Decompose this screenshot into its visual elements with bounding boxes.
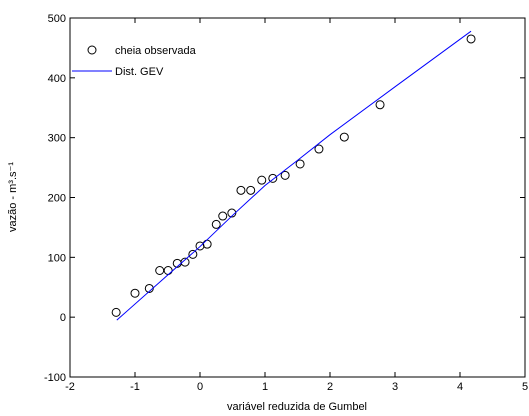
data-point xyxy=(257,175,267,185)
data-point xyxy=(246,185,256,195)
data-point xyxy=(163,265,173,275)
data-point xyxy=(314,144,324,154)
data-point xyxy=(218,211,228,221)
y-tick-label: 400 xyxy=(48,73,66,85)
y-tick-label: 100 xyxy=(48,252,66,264)
y-axis-label: vazão - m³.s⁻¹ xyxy=(7,162,19,232)
data-point xyxy=(130,288,140,298)
legend-marker xyxy=(87,45,97,55)
y-tick-label: 300 xyxy=(48,133,66,145)
x-tick-label: -2 xyxy=(65,381,75,393)
y-tick-label: 200 xyxy=(48,193,66,205)
data-point xyxy=(375,100,385,110)
data-point xyxy=(211,219,221,229)
legend-label: Dist. GEV xyxy=(115,66,164,78)
data-point xyxy=(268,173,278,183)
y-tick-label: 500 xyxy=(48,13,66,25)
x-tick-label: 2 xyxy=(327,381,333,393)
data-point xyxy=(339,132,349,142)
data-point xyxy=(180,257,190,267)
legend-label: cheia observada xyxy=(115,45,197,57)
data-point xyxy=(195,241,205,251)
x-tick-label: 1 xyxy=(262,381,268,393)
x-axis-label: variável reduzida de Gumbel xyxy=(227,401,367,413)
x-tick-label: -1 xyxy=(130,381,140,393)
data-point xyxy=(236,185,246,195)
data-point xyxy=(202,239,212,249)
data-point xyxy=(188,249,198,259)
data-point xyxy=(227,208,237,218)
x-tick-label: 4 xyxy=(457,381,463,393)
data-point xyxy=(155,265,165,275)
data-point xyxy=(295,159,305,169)
data-point xyxy=(466,34,476,44)
gev-line xyxy=(116,30,472,321)
x-tick-label: 3 xyxy=(392,381,398,393)
data-point xyxy=(111,307,121,317)
x-tick-label: 5 xyxy=(522,381,528,393)
data-point xyxy=(280,170,290,180)
x-tick-label: 0 xyxy=(197,381,203,393)
y-tick-label: 0 xyxy=(60,312,66,324)
y-tick-label: -100 xyxy=(44,372,66,384)
